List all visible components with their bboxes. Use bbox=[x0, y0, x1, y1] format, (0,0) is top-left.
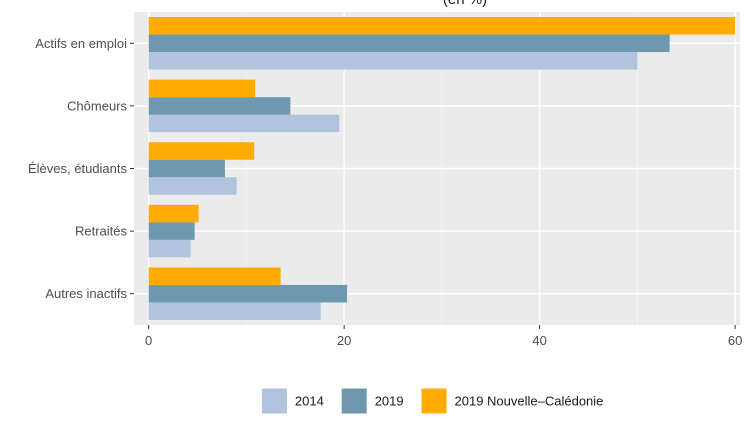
legend-key bbox=[421, 388, 447, 414]
x-tick-label: 40 bbox=[532, 333, 546, 348]
y-tick-label: Élèves, étudiants bbox=[28, 161, 128, 176]
bar bbox=[148, 284, 348, 303]
legend-label: 2014 bbox=[295, 394, 324, 409]
y-axis: Actifs en emploi Chômeurs Élèves, étudiant… bbox=[28, 36, 134, 301]
bar bbox=[148, 204, 199, 223]
bar bbox=[148, 52, 638, 70]
bar bbox=[148, 159, 225, 178]
chart-title: (en %) bbox=[443, 0, 487, 8]
bar bbox=[148, 97, 291, 115]
legend: 2014 2019 2019 Nouvelle–Calédonie bbox=[261, 388, 604, 414]
legend-label: 2019 Nouvelle–Calédonie bbox=[455, 394, 604, 409]
bar bbox=[148, 114, 340, 133]
bar bbox=[148, 177, 237, 195]
y-tick-label: Retraités bbox=[75, 224, 128, 239]
legend-key bbox=[341, 388, 367, 414]
legend-label: 2019 bbox=[375, 394, 404, 409]
x-axis: 0 20 40 60 bbox=[145, 325, 742, 348]
y-tick-label: Chômeurs bbox=[67, 98, 127, 113]
legend-key bbox=[261, 388, 287, 414]
bars bbox=[148, 17, 736, 320]
bar bbox=[148, 79, 256, 98]
x-tick-label: 0 bbox=[145, 333, 152, 348]
bar bbox=[148, 142, 255, 160]
x-tick-label: 20 bbox=[337, 333, 351, 348]
bar bbox=[148, 17, 736, 35]
y-tick-label: Actifs en emploi bbox=[35, 36, 127, 51]
bar bbox=[148, 267, 281, 285]
y-tick-label: Autres inactifs bbox=[45, 286, 127, 301]
bar bbox=[148, 302, 321, 320]
bar bbox=[148, 239, 191, 258]
bar bbox=[148, 34, 670, 53]
bar bbox=[148, 222, 195, 240]
x-tick-label: 60 bbox=[728, 333, 742, 348]
